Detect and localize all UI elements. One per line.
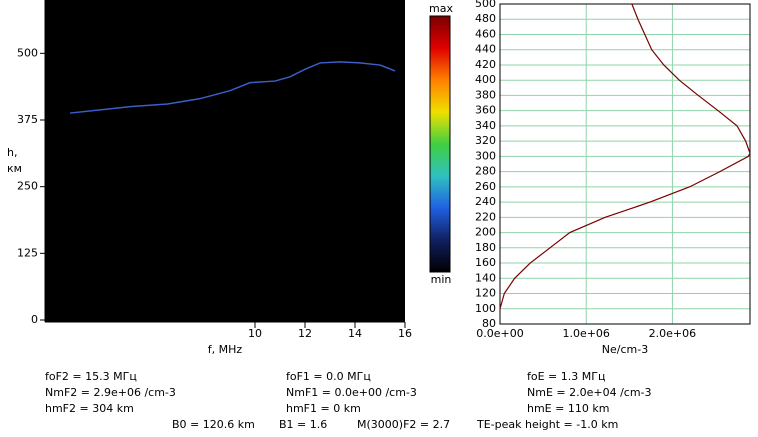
y-tick-label: 180 (475, 241, 496, 254)
y-tick-label: 220 (475, 210, 496, 223)
ionogram-area (45, 0, 405, 322)
x-tick-label: 2.0e+06 (649, 327, 696, 340)
y-tick-label: 120 (475, 287, 496, 300)
y-tick-label: 300 (475, 149, 496, 162)
profile-area (500, 4, 750, 324)
y-tick-label: 250 (17, 180, 38, 193)
parameter: M(3000)F2 = 2.7 (357, 418, 450, 431)
ionogram-trace (69, 61, 396, 114)
y-tick-label: 80 (482, 317, 496, 330)
y-tick-label: 280 (475, 165, 496, 178)
y-tick-label: 340 (475, 119, 496, 132)
y-tick-label: 480 (475, 12, 496, 25)
parameter: NmE = 2.0e+04 /cm-3 (527, 386, 652, 399)
y-tick-label: 380 (475, 88, 496, 101)
parameter: TE-peak height = -1.0 km (476, 418, 618, 431)
y-tick-label: 500 (475, 0, 496, 10)
x-tick-label: 14 (348, 327, 362, 340)
y-tick-label: 160 (475, 256, 496, 269)
parameter: foE = 1.3 МГц (527, 370, 605, 383)
profile-line (499, 3, 751, 309)
y-axis-label: км (7, 162, 22, 175)
y-tick-label: 140 (475, 271, 496, 284)
x-tick-label: 12 (298, 327, 312, 340)
parameter: NmF2 = 2.9e+06 /cm-3 (45, 386, 176, 399)
x-tick-label: 10 (248, 327, 262, 340)
x-tick-label: 0.0e+00 (476, 327, 523, 340)
colorbar (429, 15, 451, 273)
parameter: hmF1 = 0 km (286, 402, 361, 415)
y-tick-label: 375 (17, 113, 38, 126)
parameter: NmF1 = 0.0e+00 /cm-3 (286, 386, 417, 399)
y-tick-label: 260 (475, 180, 496, 193)
y-tick-label: 0 (31, 313, 38, 326)
parameter: foF1 = 0.0 МГц (286, 370, 371, 383)
parameter: B1 = 1.6 (279, 418, 327, 431)
y-tick-label: 460 (475, 27, 496, 40)
y-tick-label: 125 (17, 246, 38, 259)
parameter: hmF2 = 304 km (45, 402, 134, 415)
parameter: hmE = 110 km (527, 402, 609, 415)
x-axis-label: f, MHz (208, 343, 243, 356)
y-tick-label: 100 (475, 302, 496, 315)
y-tick-label: 400 (475, 73, 496, 86)
parameter: foF2 = 15.3 МГц (45, 370, 137, 383)
y-tick-label: 200 (475, 226, 496, 239)
y-axis-label: h, (7, 146, 17, 159)
profile-frame (499, 3, 751, 325)
y-tick-label: 320 (475, 134, 496, 147)
y-tick-label: 440 (475, 43, 496, 56)
x-tick-label: 1.0e+06 (562, 327, 609, 340)
y-tick-label: 420 (475, 58, 496, 71)
y-tick-label: 500 (17, 46, 38, 59)
x-axis-label: Ne/cm-3 (602, 343, 648, 356)
colorbar-min: min (431, 273, 452, 286)
y-tick-label: 360 (475, 104, 496, 117)
colorbar-max: max (429, 2, 453, 15)
y-tick-label: 240 (475, 195, 496, 208)
parameter: B0 = 120.6 km (172, 418, 255, 431)
x-tick-label: 16 (398, 327, 412, 340)
